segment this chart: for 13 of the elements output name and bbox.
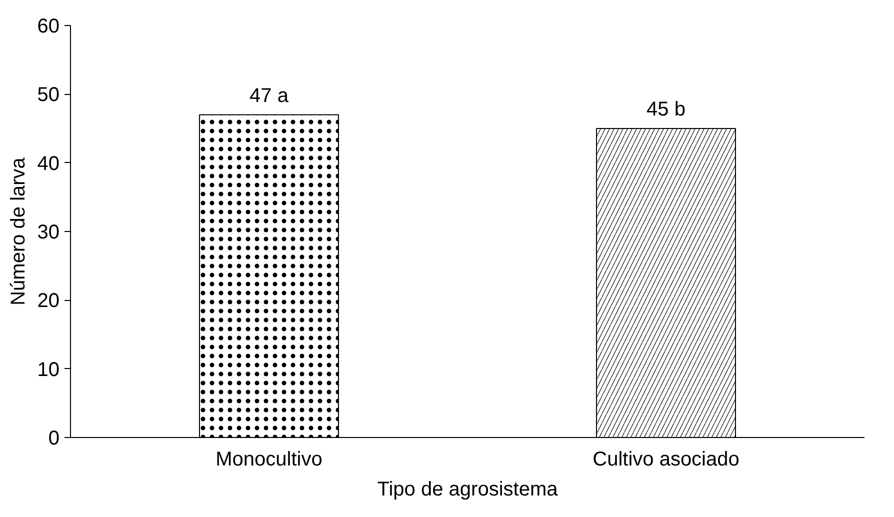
y-tick-label: 0 (48, 428, 60, 450)
data-label: 47 a (250, 84, 290, 107)
y-tick-label: 40 (37, 152, 60, 175)
y-tick-label: 50 (37, 84, 60, 106)
y-tick-label: 30 (37, 222, 60, 244)
x-axis-title: Tipo de agrosistema (377, 478, 559, 500)
x-tick-label: Cultivo asociado (592, 448, 740, 470)
data-label: 45 b (646, 98, 686, 120)
x-tick-label: Monocultivo (216, 448, 322, 470)
y-tick-label: 20 (37, 290, 60, 312)
y-tick-label: 10 (37, 358, 60, 381)
y-tick-label: 60 (37, 16, 60, 38)
y-axis-title: Número de larva (7, 156, 30, 306)
